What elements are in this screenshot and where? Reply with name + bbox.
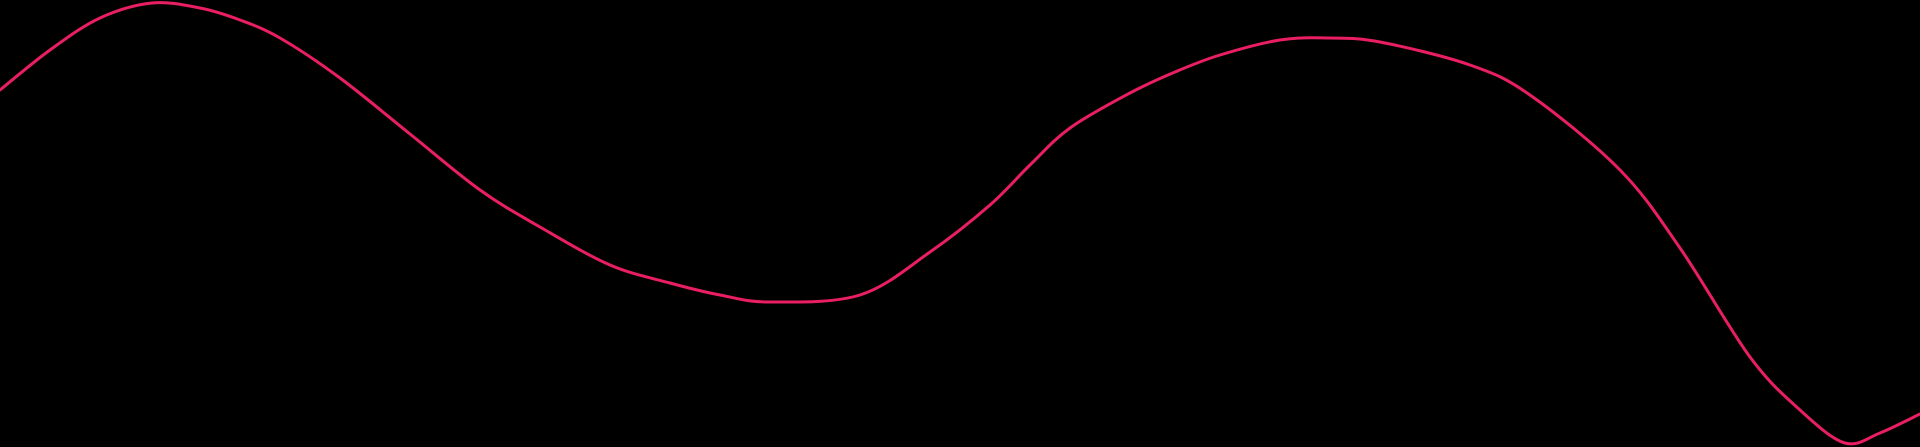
- curve-canvas: [0, 0, 1920, 447]
- curve-plot: [0, 1, 1920, 446]
- pink-curve-line: [0, 1, 1920, 446]
